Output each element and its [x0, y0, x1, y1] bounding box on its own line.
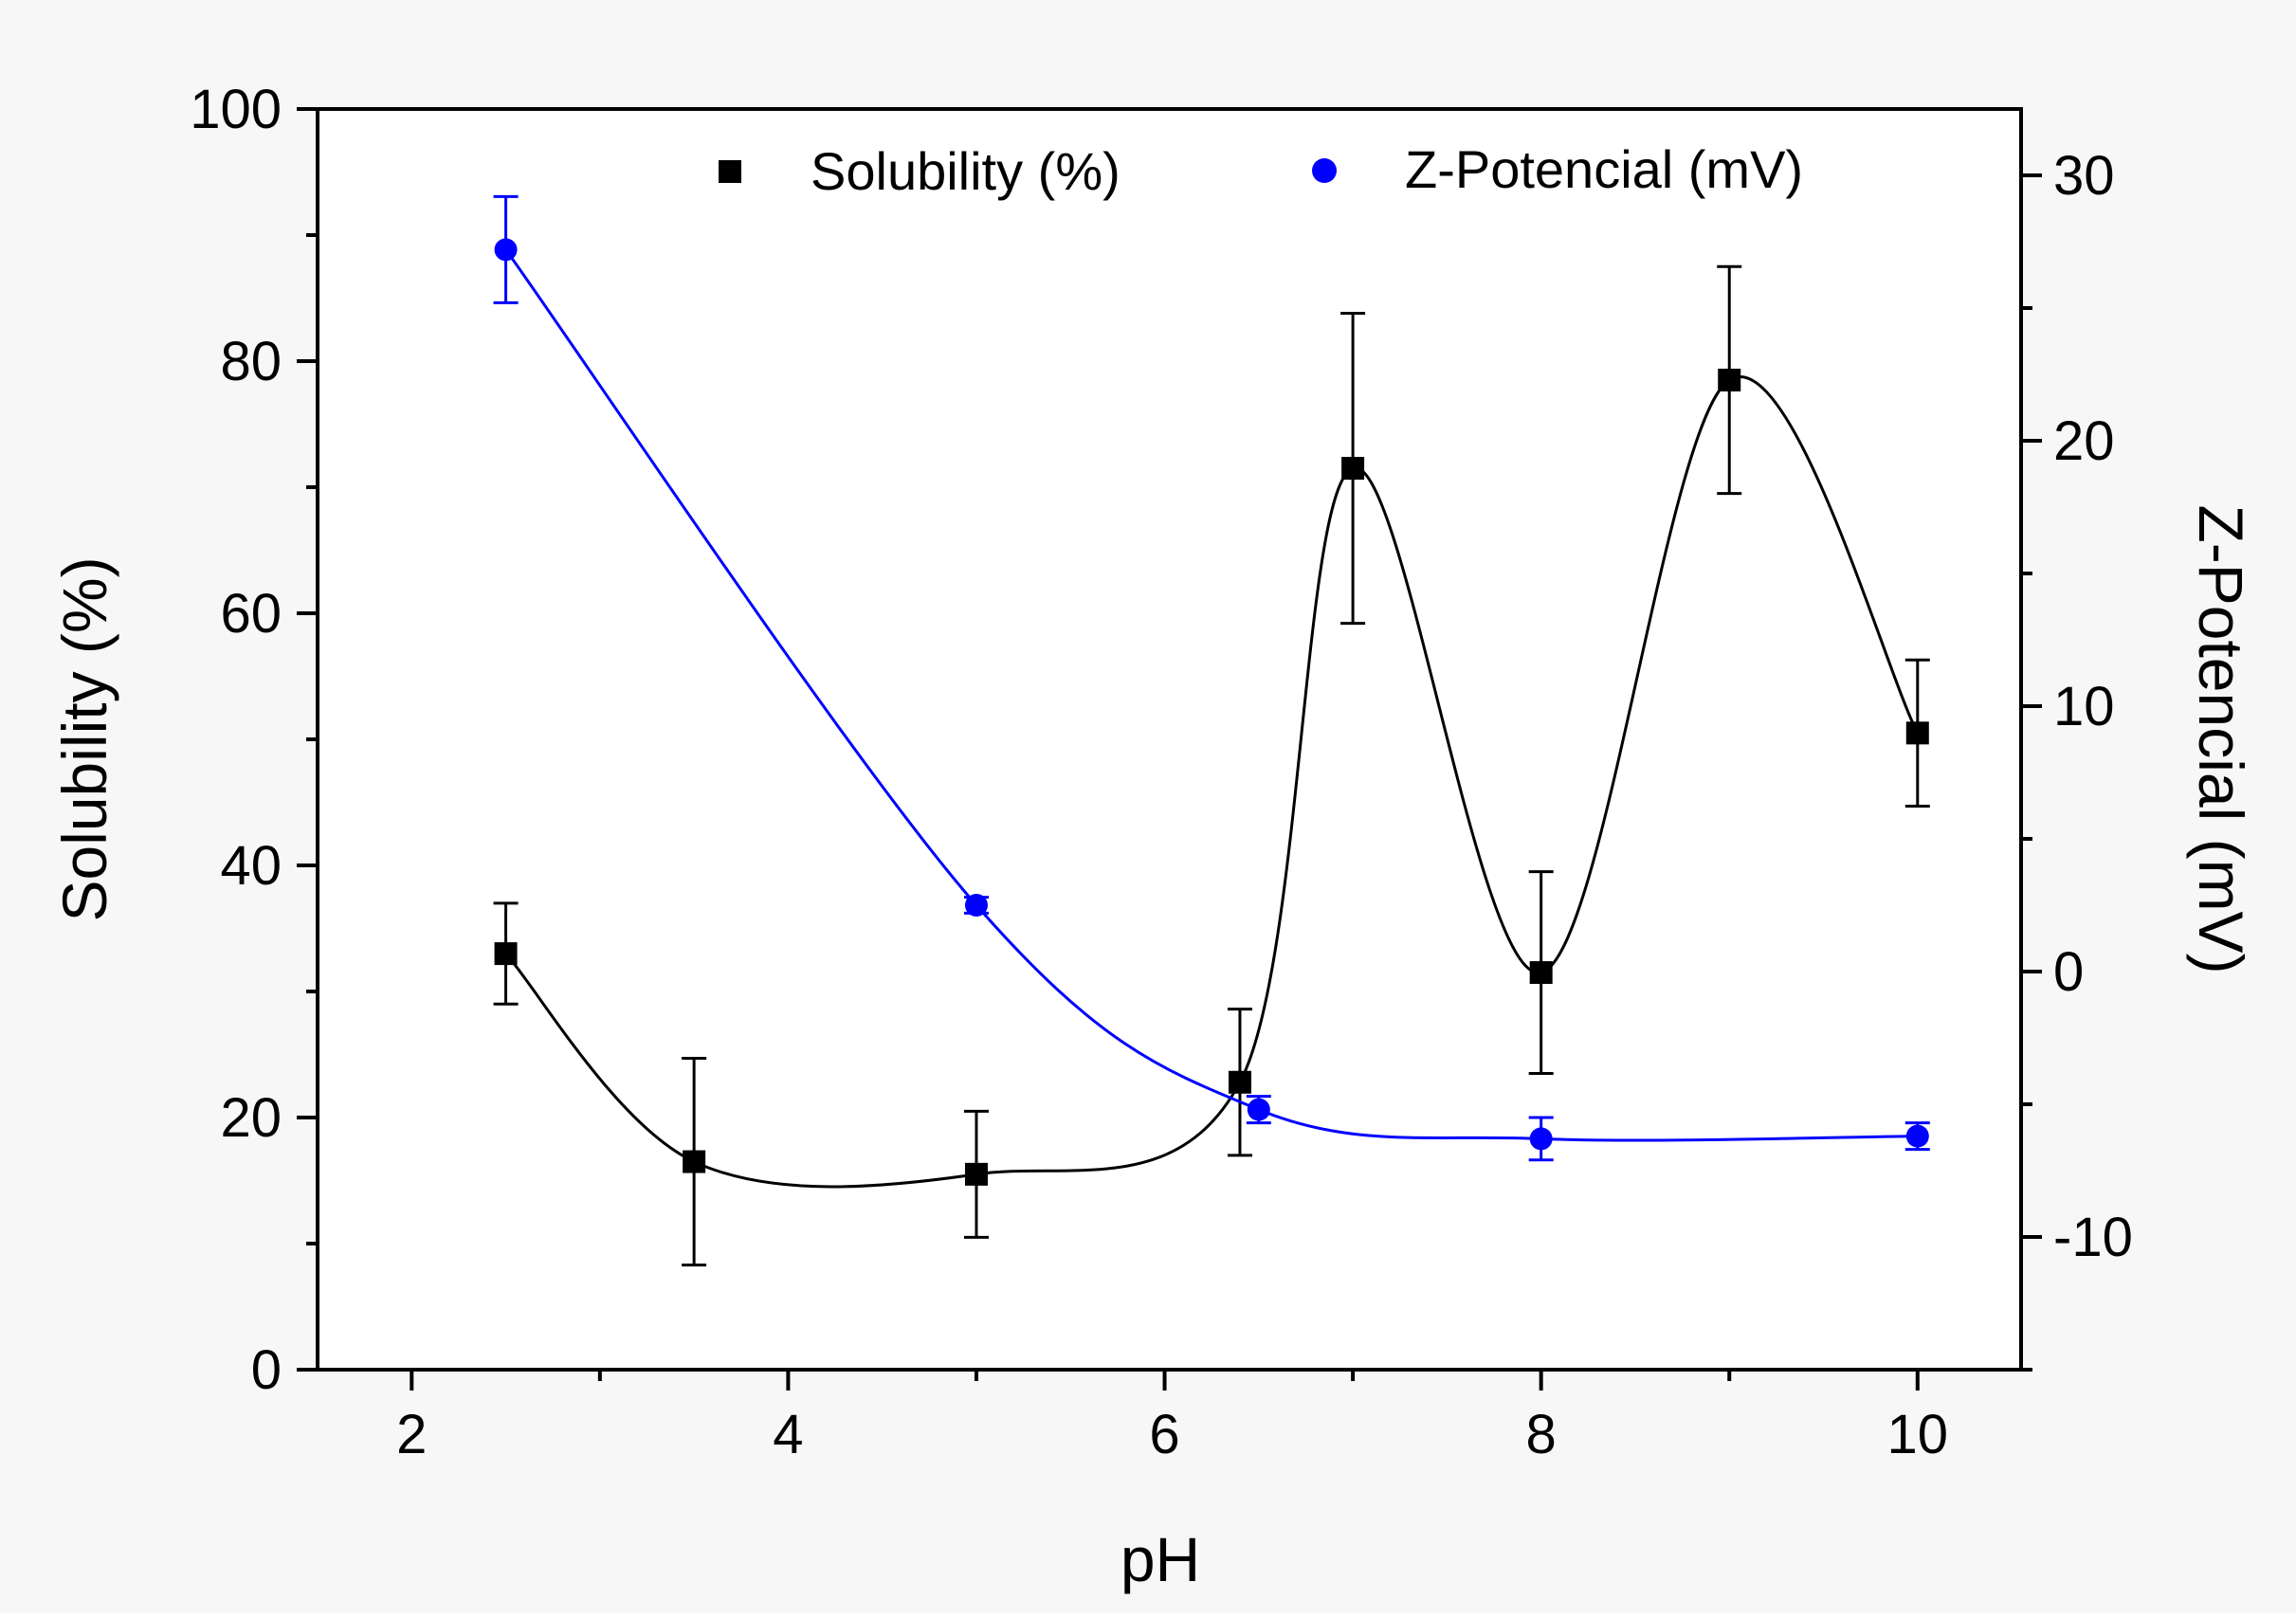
y-axis-left-title: Solubility (%) — [49, 556, 119, 921]
x-tick-label: 2 — [396, 1404, 427, 1465]
data-point — [964, 1162, 988, 1186]
series-line — [504, 375, 1920, 1189]
data-point — [1905, 721, 1929, 745]
y-left-tick-label: 20 — [220, 1087, 282, 1149]
data-point — [1529, 961, 1553, 985]
series-solubility — [493, 264, 1930, 1267]
data-point — [683, 1150, 706, 1173]
y-right-tick-label: 10 — [2053, 676, 2115, 737]
data-point — [1247, 1098, 1270, 1121]
x-tick-label: 6 — [1149, 1404, 1179, 1465]
series-layer — [493, 194, 1930, 1267]
data-point — [964, 894, 988, 917]
y-left-tick-label: 100 — [190, 79, 282, 140]
data-point — [1228, 1070, 1251, 1094]
data-point — [494, 238, 518, 262]
data-point — [1529, 1127, 1553, 1151]
series-line — [504, 248, 1918, 1142]
y-right-tick-label: 20 — [2053, 410, 2115, 472]
data-point — [494, 942, 518, 966]
x-axis-title: pH — [1121, 1524, 1200, 1594]
y-left-tick-label: 80 — [220, 331, 282, 392]
x-tick-label: 4 — [773, 1404, 803, 1465]
data-point — [1905, 1124, 1929, 1148]
legend: Solubility (%) Z-Potencial (mV) — [719, 139, 1803, 201]
y-left-tick-label: 0 — [251, 1339, 282, 1401]
legend-label-solubility: Solubility (%) — [811, 141, 1121, 201]
y-left-tick-label: 40 — [220, 835, 282, 897]
legend-marker-solubility — [719, 160, 741, 183]
x-tick-label: 10 — [1887, 1404, 1949, 1465]
data-point — [1341, 457, 1365, 481]
y-axis-left: 0 20 40 60 80 100 — [190, 79, 318, 1401]
y-axis-right-title: Z-Potencial (mV) — [2186, 504, 2256, 973]
y-right-tick-label: 0 — [2053, 941, 2084, 1003]
x-axis: 2 4 6 8 10 — [396, 1370, 1948, 1465]
x-tick-label: 8 — [1526, 1404, 1557, 1465]
y-left-tick-label: 60 — [220, 583, 282, 645]
plot-frame — [316, 107, 2023, 1372]
series-zpotential — [493, 194, 1930, 1162]
y-right-tick-label: -10 — [2053, 1207, 2133, 1268]
legend-marker-zpotential — [1312, 158, 1337, 183]
data-point — [1718, 368, 1741, 391]
y-axis-right: -10 0 10 20 30 — [2021, 145, 2133, 1372]
y-right-tick-label: 30 — [2053, 145, 2115, 207]
legend-label-zpotential: Z-Potencial (mV) — [1405, 139, 1803, 199]
